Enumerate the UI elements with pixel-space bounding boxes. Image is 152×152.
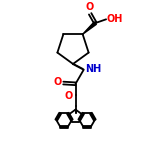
Text: O: O — [54, 77, 62, 87]
Text: O: O — [65, 91, 73, 101]
Text: OH: OH — [107, 14, 123, 24]
Text: NH: NH — [85, 64, 101, 74]
Text: O: O — [85, 2, 93, 12]
Polygon shape — [83, 22, 96, 34]
